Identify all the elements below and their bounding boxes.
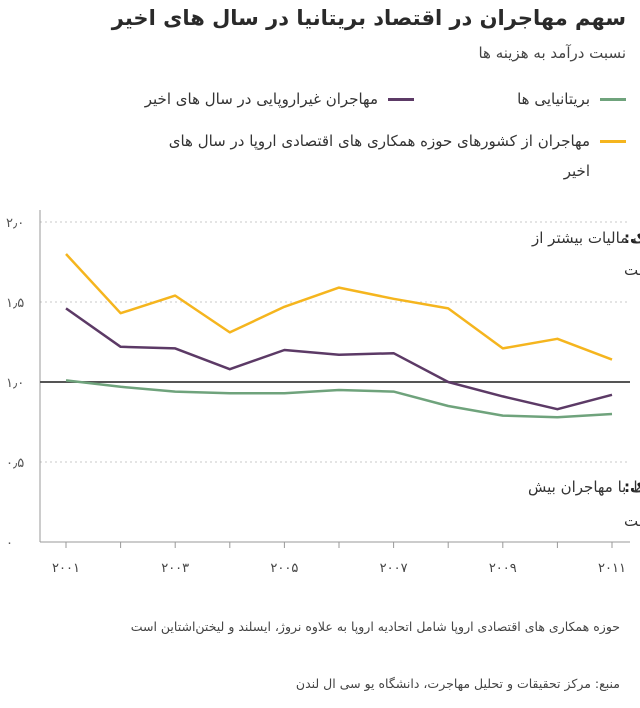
y-tick-label: ۲٫۰ [6,216,24,231]
annotation-below-text2: از درآمد حاصل از مالیات است [624,512,640,530]
y-tick-label: ۱٫۰ [6,376,24,391]
y-tick-label: ۰٫۵ [6,456,24,471]
line-chart: ۰ ۰٫۵ ۱٫۰ ۱٫۵ ۲٫۰ ۲۰۰۱ ۲۰۰۳ ۲۰۰۵ ۲۰۰۷ ۲۰۰۹ ۲۰۱۱ بی… [6,210,640,576]
chart-title: سهم مهاجران در اقتصاد بریتانیا در سال ها… [111,6,626,30]
legend-swatch-british [600,98,626,101]
footnote: حوزه همکاری های اقتصادی اروپا شامل اتحاد… [130,619,620,634]
annotation-above-bold: بیش از یک: [624,229,640,247]
legend-swatch-eea [600,140,626,143]
y-tick-label: ۰ [6,536,13,551]
x-tick-label: ۲۰۰۷ [380,561,408,576]
source-note: منبع: مرکز تحقیقات و تحلیل مهاجرت، دانشگ… [295,676,620,691]
legend-item-eea: مهاجران از کشورهای حوزه همکاری های اقتصا… [156,126,626,186]
legend-label-british: بریتانیایی ها [517,90,590,108]
legend-swatch-non-eea [388,98,414,101]
legend-item-non-eea: مهاجران غیراروپایی در سال های اخیر [145,84,414,114]
chart-series [65,253,613,419]
series-line-non-eea [65,307,613,411]
annotation-below-text: کمک های دولتی و سایر هزینه ها در ارتباط … [528,478,640,496]
series-line-eea [65,253,613,361]
x-tick-label: ۲۰۱۱ [598,561,626,576]
chart-axes: ۰ ۰٫۵ ۱٫۰ ۱٫۵ ۲٫۰ ۲۰۰۱ ۲۰۰۳ ۲۰۰۵ ۲۰۰۷ ۲۰۰۹ ۲۰۱۱ [6,210,630,576]
annotation-above-text2: کمک های دولت و سایر هزینه های دولتی در ا… [624,261,640,279]
annotation-above-text: سهم مهاجران در پرداخت مالیات بیشتر از [531,229,640,248]
x-tick-label: ۲۰۰۹ [489,561,517,576]
x-tick-label: ۲۰۰۵ [270,561,298,576]
y-tick-label: ۱٫۵ [6,296,24,311]
legend-label-eea: مهاجران از کشورهای حوزه همکاری های اقتصا… [168,132,590,180]
x-tick-label: ۲۰۰۳ [161,561,189,576]
chart-subtitle: نسبت درآمد به هزینه ها [478,44,626,62]
legend-item-british: بریتانیایی ها [517,84,626,114]
legend-label-non-eea: مهاجران غیراروپایی در سال های اخیر [144,90,378,108]
annotation-below-bold: کمتر از یک: [624,478,640,496]
series-line-british [65,379,613,419]
x-tick-label: ۲۰۰۱ [52,561,80,576]
